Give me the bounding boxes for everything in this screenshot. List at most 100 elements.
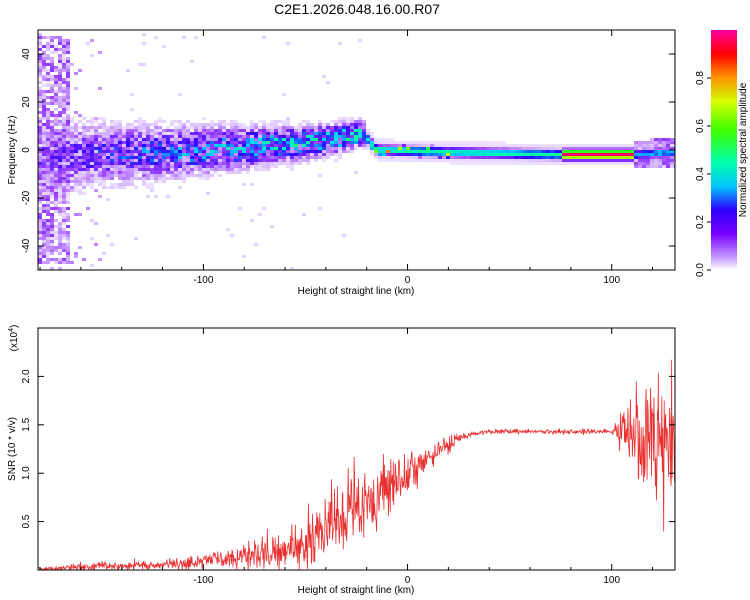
heatmap-cell xyxy=(214,138,218,141)
heatmap-cell xyxy=(290,150,294,153)
heatmap-cell xyxy=(618,147,622,150)
heatmap-cell xyxy=(594,162,598,165)
heatmap-cell xyxy=(146,132,150,135)
heatmap-cell xyxy=(50,249,54,252)
heatmap-cell xyxy=(210,159,214,162)
heatmap-cell xyxy=(134,138,138,141)
heatmap-cell xyxy=(362,123,366,126)
heatmap-cell xyxy=(42,96,46,99)
heatmap-cell xyxy=(38,81,42,84)
heatmap-cell xyxy=(478,144,482,147)
heatmap-cell xyxy=(106,129,110,132)
heatmap-cell xyxy=(182,135,186,138)
heatmap-cell xyxy=(234,141,238,144)
heatmap-cell xyxy=(154,195,158,198)
heatmap-cell xyxy=(438,141,442,144)
heatmap-cell xyxy=(630,147,634,150)
heatmap-cell xyxy=(242,150,246,153)
heatmap-cell xyxy=(50,120,54,123)
heatmap-cell xyxy=(158,174,162,177)
heatmap-cell xyxy=(318,144,322,147)
heatmap-cell xyxy=(206,171,210,174)
heatmap-cell xyxy=(506,147,510,150)
heatmap-cell xyxy=(334,141,338,144)
heatmap-cell xyxy=(270,156,274,159)
heatmap-cell xyxy=(578,153,582,156)
heatmap-cell xyxy=(650,147,654,150)
heatmap-cell xyxy=(222,129,226,132)
heatmap-cell xyxy=(58,42,62,45)
heatmap-cell xyxy=(54,261,58,264)
heatmap-cell xyxy=(374,147,378,150)
heatmap-cell xyxy=(506,162,510,165)
heatmap-cell xyxy=(606,156,610,159)
heatmap-cell xyxy=(374,144,378,147)
heatmap-cell xyxy=(346,132,350,135)
heatmap-cell xyxy=(66,135,70,138)
heatmap-cell xyxy=(534,147,538,150)
heatmap-cell xyxy=(62,198,66,201)
heatmap-cell xyxy=(346,138,350,141)
heatmap-cell xyxy=(238,171,242,174)
heatmap-cell xyxy=(406,153,410,156)
heatmap-cell xyxy=(302,153,306,156)
heatmap-cell xyxy=(602,153,606,156)
heatmap-cell xyxy=(86,132,90,135)
heatmap-cell xyxy=(190,60,194,63)
heatmap-cell xyxy=(490,162,494,165)
heatmap-cell xyxy=(438,147,442,150)
heatmap-cell xyxy=(86,165,90,168)
heatmap-cell xyxy=(570,159,574,162)
heatmap-cell xyxy=(66,114,70,117)
heatmap-cell xyxy=(42,171,46,174)
heatmap-cell xyxy=(66,138,70,141)
heatmap-cell xyxy=(66,51,70,54)
heatmap-cell xyxy=(494,147,498,150)
heatmap-cell xyxy=(118,165,122,168)
heatmap-cell xyxy=(226,162,230,165)
heatmap-cell xyxy=(182,132,186,135)
heatmap-cell xyxy=(178,93,182,96)
heatmap-cell xyxy=(82,147,86,150)
heatmap-cell xyxy=(106,171,110,174)
heatmap-cell xyxy=(110,174,114,177)
heatmap-cell xyxy=(446,150,450,153)
heatmap-cell xyxy=(238,126,242,129)
heatmap-cell xyxy=(130,144,134,147)
heatmap-cell xyxy=(198,126,202,129)
heatmap-cell xyxy=(338,144,342,147)
heatmap-cell xyxy=(42,132,46,135)
heatmap-cell xyxy=(370,138,374,141)
x-tick-label: 100 xyxy=(603,275,620,286)
heatmap-cell xyxy=(98,183,102,186)
heatmap-cell xyxy=(338,123,342,126)
heatmap-cell xyxy=(50,63,54,66)
heatmap-cell xyxy=(302,144,306,147)
heatmap-cell xyxy=(46,153,50,156)
heatmap-cell xyxy=(162,177,166,180)
chart-title: C2E1.2026.048.16.00.R07 xyxy=(274,1,440,17)
heatmap-cell xyxy=(354,126,358,129)
heatmap-cell xyxy=(62,186,66,189)
heatmap-cell xyxy=(70,126,74,129)
heatmap-cell xyxy=(614,162,618,165)
heatmap-cell xyxy=(62,69,66,72)
heatmap-cell xyxy=(538,144,542,147)
heatmap-cell xyxy=(650,159,654,162)
heatmap-cell xyxy=(346,135,350,138)
heatmap-cell xyxy=(54,153,58,156)
heatmap-cell xyxy=(330,132,334,135)
heatmap-cell xyxy=(46,222,50,225)
heatmap-cell xyxy=(542,144,546,147)
heatmap-cell xyxy=(82,165,86,168)
heatmap-cell xyxy=(550,159,554,162)
heatmap-cell xyxy=(182,159,186,162)
heatmap-cell xyxy=(226,153,230,156)
heatmap-cell xyxy=(134,120,138,123)
heatmap-cell xyxy=(74,144,78,147)
heatmap-cell xyxy=(570,144,574,147)
heatmap-cell xyxy=(130,174,134,177)
heatmap-cell xyxy=(274,150,278,153)
heatmap-cell xyxy=(174,132,178,135)
heatmap-cell xyxy=(190,159,194,162)
